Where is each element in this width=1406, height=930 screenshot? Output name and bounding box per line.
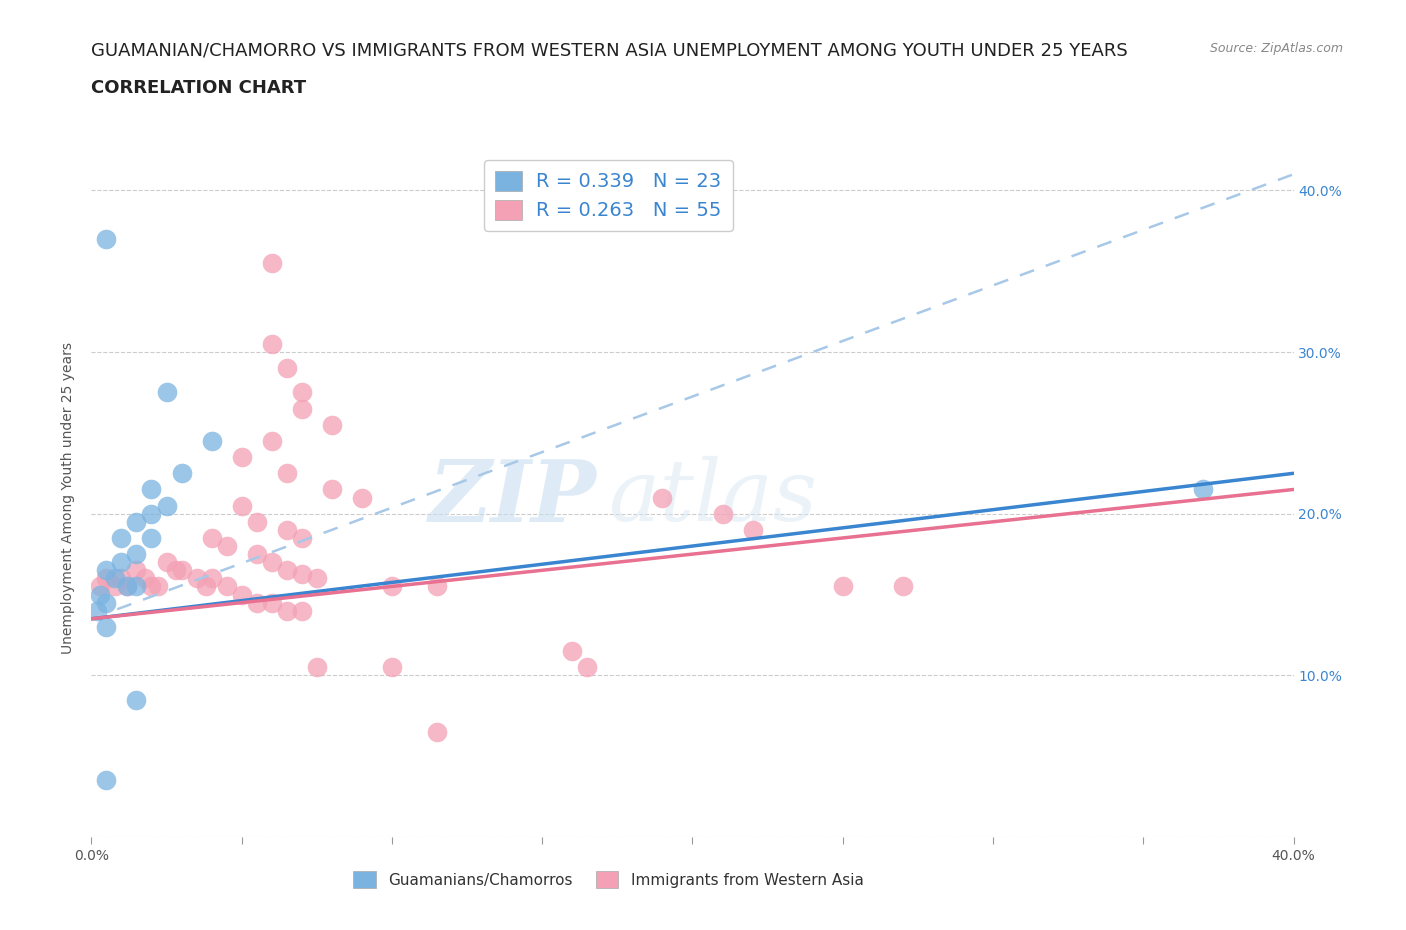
Point: [321, 482, 343, 497]
Point: [117, 579, 139, 594]
Point: [276, 563, 298, 578]
Point: [117, 579, 139, 594]
Point: [260, 433, 283, 448]
Point: [96, 571, 118, 586]
Point: [891, 579, 914, 594]
Point: [711, 506, 734, 521]
Point: [170, 466, 193, 481]
Point: [201, 530, 224, 545]
Point: [201, 571, 224, 586]
Point: [291, 385, 314, 400]
Point: [305, 660, 328, 675]
Point: [276, 466, 298, 481]
Point: [381, 579, 404, 594]
Point: [1192, 482, 1215, 497]
Point: [141, 579, 163, 594]
Point: [231, 450, 253, 465]
Point: [321, 418, 343, 432]
Point: [146, 579, 169, 594]
Point: [155, 555, 177, 570]
Point: [110, 571, 132, 586]
Point: [125, 579, 148, 594]
Text: ZIP: ZIP: [429, 456, 596, 539]
Point: [426, 724, 449, 739]
Point: [110, 530, 132, 545]
Point: [96, 619, 118, 634]
Point: [125, 563, 148, 578]
Point: [291, 604, 314, 618]
Point: [96, 232, 118, 246]
Point: [186, 571, 208, 586]
Text: atlas: atlas: [609, 457, 817, 538]
Point: [125, 547, 148, 562]
Point: [96, 595, 118, 610]
Point: [741, 523, 763, 538]
Point: [291, 566, 314, 581]
Point: [260, 256, 283, 271]
Point: [194, 579, 217, 594]
Point: [86, 604, 108, 618]
Point: [276, 361, 298, 376]
Point: [260, 555, 283, 570]
Text: CORRELATION CHART: CORRELATION CHART: [91, 79, 307, 97]
Point: [831, 579, 853, 594]
Point: [246, 595, 269, 610]
Point: [141, 530, 163, 545]
Text: Source: ZipAtlas.com: Source: ZipAtlas.com: [1209, 42, 1343, 55]
Point: [155, 498, 177, 513]
Point: [125, 692, 148, 707]
Point: [576, 660, 599, 675]
Point: [110, 555, 132, 570]
Point: [246, 514, 269, 529]
Point: [125, 514, 148, 529]
Point: [141, 482, 163, 497]
Point: [155, 385, 177, 400]
Point: [215, 579, 238, 594]
Point: [104, 579, 127, 594]
Point: [231, 587, 253, 602]
Point: [89, 587, 111, 602]
Point: [561, 644, 583, 658]
Point: [651, 490, 673, 505]
Point: [96, 773, 118, 788]
Point: [215, 538, 238, 553]
Point: [246, 547, 269, 562]
Point: [89, 579, 111, 594]
Point: [276, 523, 298, 538]
Point: [291, 401, 314, 416]
Point: [260, 337, 283, 352]
Point: [231, 498, 253, 513]
Point: [381, 660, 404, 675]
Point: [291, 530, 314, 545]
Point: [134, 571, 156, 586]
Point: [201, 433, 224, 448]
Point: [276, 604, 298, 618]
Point: [165, 563, 187, 578]
Point: [426, 579, 449, 594]
Point: [305, 571, 328, 586]
Point: [350, 490, 373, 505]
Point: [104, 571, 127, 586]
Point: [96, 563, 118, 578]
Point: [260, 595, 283, 610]
Y-axis label: Unemployment Among Youth under 25 years: Unemployment Among Youth under 25 years: [62, 341, 76, 654]
Point: [170, 563, 193, 578]
Text: GUAMANIAN/CHAMORRO VS IMMIGRANTS FROM WESTERN ASIA UNEMPLOYMENT AMONG YOUTH UNDE: GUAMANIAN/CHAMORRO VS IMMIGRANTS FROM WE…: [91, 42, 1128, 60]
Legend: Guamanians/Chamorros, Immigrants from Western Asia: Guamanians/Chamorros, Immigrants from We…: [347, 865, 870, 894]
Point: [141, 506, 163, 521]
